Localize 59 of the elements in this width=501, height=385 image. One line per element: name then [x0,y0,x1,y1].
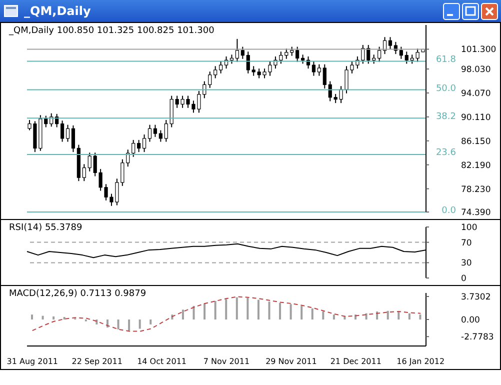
x-tick-label: 31 Aug 2011 [6,357,58,366]
y-tick-label: 90.110 [461,112,491,123]
y-tick-label: 100 [461,223,478,234]
bar [257,300,260,320]
x-tick-label: 16 Jan 2012 [396,357,445,366]
y-tick-label: 30 [461,258,472,269]
bar [128,320,130,331]
chart-title: _QM,Daily [24,4,91,18]
text: 23.6 [436,148,456,158]
y-tick-label: 94.070 [461,88,491,99]
x-tick-label: 22 Sep 2011 [72,357,122,366]
x-tick-label: 14 Oct 2011 [137,357,187,366]
y-tick-label: 0 [461,274,466,284]
y-tick-label: 86.150 [461,136,491,147]
chart-title: RSI(14) 55.3789 [9,223,82,233]
bar [182,310,184,320]
bar [31,314,33,320]
x-tick-label: 21 Dec 2011 [330,357,382,366]
bar [225,299,228,320]
bar [268,302,270,320]
y-tick-label: 82.190 [461,160,491,171]
bar [138,320,141,329]
bar [300,306,303,320]
x-tick-label: 29 Nov 2011 [266,357,317,366]
bar [150,320,152,324]
chart-title: MACD(12,26,9) 0.7113 0.9879 [9,289,146,299]
bar [117,320,120,330]
bar [365,313,368,320]
text: 50.0 [436,84,456,94]
y-tick-label: 70 [461,238,472,248]
x-tick-label: 7 Nov 2011 [203,357,250,366]
text: 0.0 [442,206,456,216]
bar [246,298,249,320]
text: 38.2 [436,112,456,122]
line-series [32,296,422,332]
bar [214,301,216,320]
bar [332,314,335,320]
bar [52,316,55,320]
y-tick-label: 0.00 [461,316,480,326]
bar [290,304,292,320]
bar [386,310,389,320]
bar [311,308,314,320]
bar [419,314,422,320]
y-tick-label: 3.7302 [461,292,491,303]
y-tick-label: 98.030 [461,65,491,75]
y-tick-label: 101.300 [461,45,496,56]
text: 61.8 [436,55,456,66]
bar [192,306,195,320]
bar [279,302,282,320]
bar [204,303,206,320]
y-tick-label: 78.230 [461,184,491,195]
y-tick-label: -2.7783 [461,332,494,343]
bar [398,312,400,320]
chart-subtitle: _QM,Daily 100.850 101.325 100.825 101.300 [9,26,214,36]
bar [408,313,410,320]
bar [42,316,44,320]
y-tick-label: 74.390 [461,208,491,218]
bar [236,297,238,320]
bar [322,311,324,320]
